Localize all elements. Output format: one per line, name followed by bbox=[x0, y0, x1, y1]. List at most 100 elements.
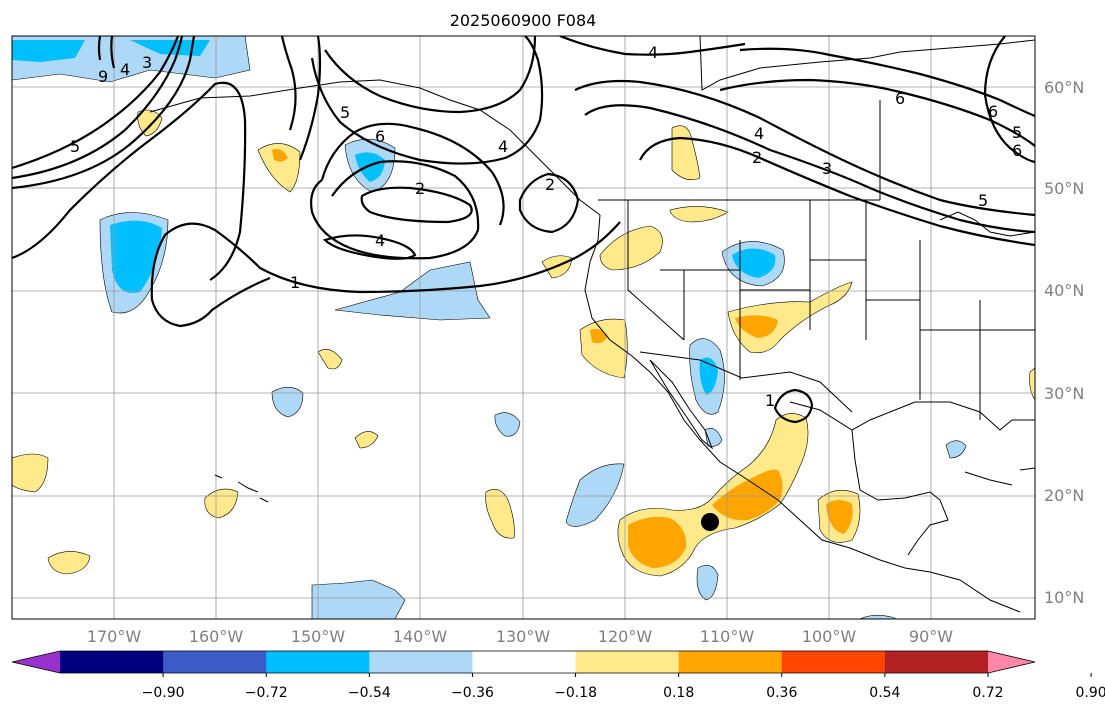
anomaly-patch bbox=[699, 357, 718, 395]
positive-anomaly-patches bbox=[12, 109, 1035, 577]
anomaly-patch bbox=[669, 206, 729, 223]
contour-label: 1 bbox=[765, 391, 775, 410]
colorbar-segment bbox=[884, 651, 989, 673]
anomaly-patch bbox=[355, 152, 385, 182]
contour-labels: 4 9 5 6 2 4 1 2 4 3 6 6 5 4 2 4 3 5 6 5 … bbox=[70, 43, 1022, 410]
contour-label: 1 bbox=[290, 273, 300, 292]
contour-label: 4 bbox=[754, 124, 764, 143]
contour-label: 5 bbox=[978, 191, 988, 210]
colorbar-tick-label: 0.90 bbox=[1076, 685, 1105, 701]
anomaly-patch bbox=[599, 225, 663, 271]
anomaly-patch bbox=[130, 40, 210, 56]
lon-label: 130°W bbox=[496, 627, 551, 646]
anomaly-patch bbox=[826, 500, 853, 534]
anomaly-patch bbox=[565, 463, 625, 527]
lat-label: 60°N bbox=[1044, 78, 1084, 97]
lon-label: 150°W bbox=[291, 627, 346, 646]
colorbar-segment bbox=[781, 651, 886, 673]
anomaly-patch bbox=[317, 349, 343, 370]
anomaly-patch bbox=[271, 386, 304, 418]
anomaly-patch bbox=[671, 125, 701, 181]
contour-label: 5 bbox=[70, 137, 80, 156]
anomaly-patch bbox=[628, 516, 687, 568]
anomaly-patch bbox=[311, 579, 406, 619]
contour-label: 4 bbox=[120, 60, 130, 79]
colorbar-segment bbox=[575, 651, 680, 673]
colorbar-tick-label: 0.54 bbox=[869, 685, 900, 701]
contour-label: 4 bbox=[648, 43, 658, 62]
colorbar-extend-min bbox=[12, 651, 60, 673]
contour-label: 6 bbox=[1012, 141, 1022, 160]
colorbar-tick-label: −0.54 bbox=[348, 685, 391, 701]
anomaly-patch bbox=[945, 440, 967, 459]
colorbar-segment bbox=[60, 651, 164, 673]
colorbar-tick-label: −0.36 bbox=[451, 685, 494, 701]
gridlines bbox=[12, 36, 1035, 619]
lon-label: 110°W bbox=[700, 627, 755, 646]
contour-label: 2 bbox=[545, 175, 555, 194]
contour-label: 3 bbox=[142, 53, 152, 72]
anomaly-patch bbox=[494, 412, 521, 437]
anomaly-patch bbox=[696, 564, 719, 601]
anomaly-patch bbox=[859, 614, 896, 619]
contour-label: 4 bbox=[375, 231, 385, 250]
lon-label: 100°W bbox=[802, 627, 857, 646]
latitude-labels: 60°N 50°N 40°N 30°N 20°N 10°N bbox=[1044, 78, 1084, 607]
anomaly-patch bbox=[354, 431, 379, 449]
anomaly-patch bbox=[272, 149, 288, 162]
lon-label: 120°W bbox=[598, 627, 653, 646]
contour-label: 5 bbox=[1012, 123, 1022, 142]
anomaly-patch bbox=[257, 143, 301, 193]
lat-label: 40°N bbox=[1044, 281, 1084, 300]
contour-label: 6 bbox=[895, 89, 905, 108]
colorbar-segment bbox=[266, 651, 370, 673]
colorbar-tick-label: 0.18 bbox=[663, 685, 694, 701]
anomaly-patch bbox=[110, 220, 162, 294]
lon-label: 170°W bbox=[87, 627, 142, 646]
lat-label: 50°N bbox=[1044, 179, 1084, 198]
anomaly-patch bbox=[137, 109, 163, 137]
anomaly-patch bbox=[735, 315, 778, 338]
map-frame bbox=[11, 35, 1036, 620]
contour-label: 4 bbox=[498, 137, 508, 156]
colorbar-tick-label: 0.36 bbox=[766, 685, 797, 701]
geopotential-contours bbox=[12, 36, 1035, 424]
colorbar-segment bbox=[369, 651, 473, 673]
anomaly-patch bbox=[732, 248, 776, 278]
longitude-labels: 170°W 160°W 150°W 140°W 130°W 120°W 110°… bbox=[87, 627, 953, 646]
anomaly-patch bbox=[12, 453, 49, 493]
contour-label: 6 bbox=[988, 102, 998, 121]
lat-label: 10°N bbox=[1044, 588, 1084, 607]
colorbar-extend-max bbox=[988, 651, 1035, 673]
contour-label: 6 bbox=[375, 127, 385, 146]
colorbar-tick-label: 0.72 bbox=[972, 685, 1003, 701]
lat-label: 20°N bbox=[1044, 486, 1084, 505]
lon-label: 140°W bbox=[393, 627, 448, 646]
anomaly-patch bbox=[12, 40, 85, 62]
lon-label: 90°W bbox=[909, 627, 953, 646]
anomaly-patch bbox=[1029, 367, 1035, 401]
colorbar-tick-label: −0.90 bbox=[142, 685, 185, 701]
contour-label: 3 bbox=[822, 159, 832, 178]
map-title: 2025060900 F084 bbox=[450, 11, 597, 30]
anomaly-patch bbox=[712, 469, 783, 521]
coastlines-borders bbox=[149, 36, 1035, 613]
contour-label: 2 bbox=[415, 179, 425, 198]
lat-label: 30°N bbox=[1044, 384, 1084, 403]
contour-label: 5 bbox=[340, 103, 350, 122]
colorbar-segment bbox=[678, 651, 783, 673]
colorbar-tick-label: −0.72 bbox=[245, 685, 288, 701]
colorbar-outline bbox=[11, 650, 1036, 674]
lon-label: 160°W bbox=[189, 627, 244, 646]
colorbar-tick-label: −0.18 bbox=[554, 685, 597, 701]
map-area: 4 9 5 6 2 4 1 2 4 3 6 6 5 4 2 4 3 5 6 5 … bbox=[12, 36, 1035, 619]
colorbar-segment bbox=[472, 651, 577, 673]
contour-label: 2 bbox=[752, 148, 762, 167]
colorbar: −0.90 −0.72 −0.54 −0.36 −0.18 0.18 0.36 0.54 0.7… bbox=[11, 650, 1105, 701]
colorbar-segment bbox=[163, 651, 267, 673]
contour-label: 9 bbox=[98, 67, 108, 86]
anomaly-patch bbox=[47, 551, 91, 575]
anomaly-patch bbox=[485, 489, 515, 539]
storm-center-dot bbox=[701, 513, 719, 531]
